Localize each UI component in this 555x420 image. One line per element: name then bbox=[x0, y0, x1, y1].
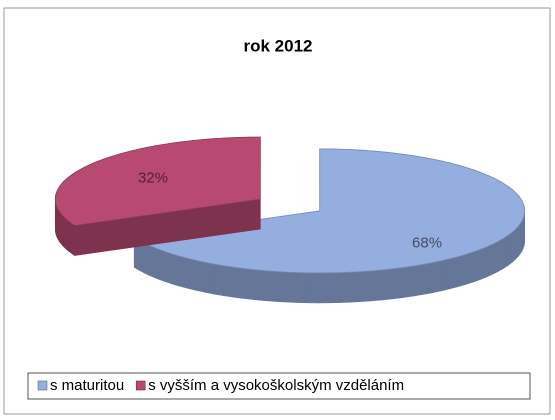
slice-side bbox=[371, 269, 383, 302]
slice-side bbox=[222, 265, 234, 298]
slice-side bbox=[402, 265, 414, 298]
slice-side bbox=[412, 264, 423, 297]
slice-side bbox=[253, 269, 265, 301]
slice-side bbox=[492, 240, 499, 275]
data-label: 68% bbox=[412, 234, 442, 251]
slice-side bbox=[515, 225, 519, 260]
slice-side bbox=[350, 271, 362, 303]
slice-side bbox=[213, 263, 224, 296]
legend-swatch bbox=[37, 380, 48, 391]
slice-side bbox=[511, 228, 516, 263]
slice-side bbox=[382, 268, 394, 301]
legend-label: s maturitou bbox=[50, 377, 124, 394]
slice-side bbox=[317, 272, 330, 304]
slice-side bbox=[186, 257, 196, 291]
slice-side bbox=[339, 271, 351, 303]
slice-side bbox=[392, 267, 404, 300]
slice-side bbox=[465, 251, 474, 285]
slice-side bbox=[479, 246, 487, 280]
slice-side bbox=[328, 272, 340, 304]
slice-top bbox=[54, 136, 261, 226]
legend-swatch bbox=[135, 380, 146, 391]
legend-label: s vyšším a vysokoškolským vzděláním bbox=[148, 377, 404, 394]
chart-title: rok 2012 bbox=[244, 36, 313, 55]
slice-side bbox=[449, 256, 458, 290]
slice-side bbox=[486, 243, 494, 278]
slice-side bbox=[70, 222, 73, 255]
legend-box bbox=[27, 372, 531, 400]
slice-side bbox=[195, 259, 205, 293]
slice-top bbox=[133, 148, 526, 274]
slice-side bbox=[498, 237, 504, 272]
slice-side bbox=[472, 249, 481, 283]
slice-side bbox=[284, 271, 297, 303]
slice bbox=[54, 136, 261, 257]
slice-side bbox=[431, 260, 442, 294]
slice-side bbox=[306, 272, 319, 304]
slice-side bbox=[422, 262, 433, 295]
slice-side bbox=[507, 231, 513, 266]
slice-side bbox=[242, 268, 254, 300]
slice-side bbox=[204, 261, 215, 295]
slice bbox=[133, 148, 526, 304]
slice-side bbox=[274, 271, 286, 303]
slice-side bbox=[518, 221, 522, 257]
data-label: 32% bbox=[138, 169, 168, 186]
slice-side bbox=[457, 254, 466, 288]
slice-side bbox=[232, 266, 244, 299]
slice-side bbox=[360, 270, 373, 302]
slice-side bbox=[263, 270, 275, 302]
slice-side bbox=[72, 223, 76, 257]
slice-side bbox=[503, 234, 509, 269]
slice-side bbox=[295, 272, 308, 304]
slice-side bbox=[440, 258, 450, 292]
